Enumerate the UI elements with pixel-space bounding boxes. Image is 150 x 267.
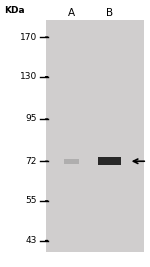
Text: 130: 130 bbox=[20, 72, 37, 81]
FancyBboxPatch shape bbox=[98, 157, 121, 166]
FancyBboxPatch shape bbox=[64, 159, 79, 164]
Text: 170: 170 bbox=[20, 33, 37, 42]
Text: 43: 43 bbox=[25, 236, 37, 245]
Text: KDa: KDa bbox=[4, 6, 25, 15]
FancyBboxPatch shape bbox=[46, 20, 144, 252]
Text: 95: 95 bbox=[25, 115, 37, 123]
Text: B: B bbox=[106, 8, 113, 18]
Text: 55: 55 bbox=[25, 196, 37, 205]
Text: 72: 72 bbox=[25, 157, 37, 166]
Text: A: A bbox=[68, 8, 75, 18]
